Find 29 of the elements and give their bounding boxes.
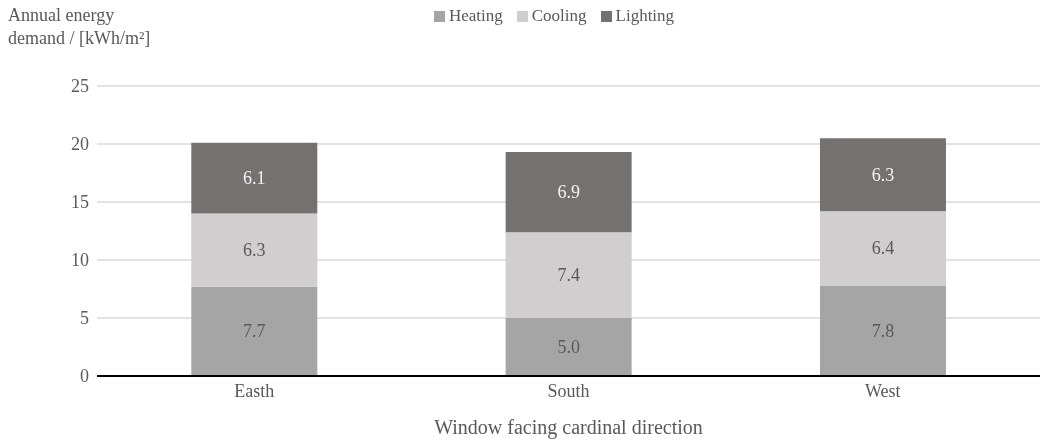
x-tick-label: Easth [234, 380, 275, 401]
data-label: 7.4 [557, 265, 580, 286]
legend-label: Heating [447, 6, 503, 26]
bar [819, 138, 946, 212]
bar [819, 285, 946, 376]
y-tick-label: 20 [71, 134, 89, 155]
bar [191, 286, 318, 376]
bar [191, 142, 318, 214]
data-label: 6.9 [557, 182, 580, 203]
legend-label: Cooling [530, 6, 587, 26]
data-label: 6.3 [871, 164, 895, 185]
y-tick-label: 5 [80, 308, 89, 329]
data-label: 6.4 [871, 238, 895, 259]
legend-label: Lighting [614, 6, 675, 26]
data-label: 7.7 [243, 321, 266, 342]
bar [505, 152, 632, 233]
data-label: 7.8 [871, 320, 895, 341]
y-tick-label: 0 [80, 366, 89, 387]
y-tick-label: 25 [71, 76, 89, 97]
y-tick-label: 15 [71, 192, 89, 213]
x-tick-label: South [547, 380, 590, 401]
y-axis-title: Annual energy demand / [kWh/m²] [8, 4, 152, 50]
data-label: 5.0 [557, 337, 580, 357]
data-label: 6.1 [243, 168, 266, 189]
x-tick-label: West [865, 380, 901, 401]
x-axis-title: Window facing cardinal direction [434, 416, 703, 439]
bar [505, 318, 632, 376]
y-tick-label: 10 [71, 250, 89, 271]
data-label: 6.3 [243, 240, 266, 261]
